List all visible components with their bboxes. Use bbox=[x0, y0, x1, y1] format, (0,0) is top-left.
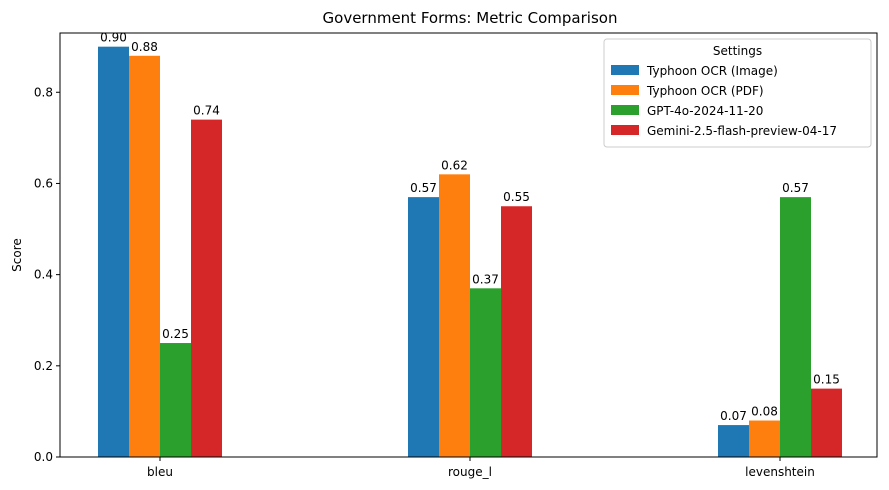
legend-swatch bbox=[611, 105, 639, 115]
plot-area: 0.0 0.2 0.4 0.6 0.8 0.90 0.57 0.07 0.88 0.62 0.08 0… bbox=[34, 31, 842, 479]
legend-item-label: GPT-4o-2024-11-20 bbox=[647, 104, 763, 118]
bar-value-label: 0.57 bbox=[410, 181, 437, 195]
y-tick-label: 0.0 bbox=[34, 450, 53, 464]
bar-value-label: 0.07 bbox=[720, 409, 747, 423]
chart-title: Government Forms: Metric Comparison bbox=[323, 9, 618, 27]
legend-swatch bbox=[611, 65, 639, 75]
bar-value-label: 0.55 bbox=[503, 190, 530, 204]
y-tick-label: 0.4 bbox=[34, 268, 53, 282]
bar-value-label: 0.37 bbox=[472, 272, 499, 286]
bar-value-label: 0.15 bbox=[813, 373, 840, 387]
bar bbox=[749, 420, 780, 457]
plot-frame bbox=[59, 32, 878, 458]
bar bbox=[718, 425, 749, 457]
x-tick-label: bleu bbox=[147, 465, 173, 479]
legend-item-label: Gemini-2.5-flash-preview-04-17 bbox=[647, 124, 837, 138]
bar bbox=[408, 197, 439, 457]
bar bbox=[160, 343, 191, 457]
bar-value-label: 0.08 bbox=[751, 405, 778, 419]
x-tick-label: levenshtein bbox=[745, 465, 815, 479]
legend-title: Settings bbox=[713, 44, 762, 58]
bar bbox=[811, 388, 842, 457]
bar-value-label: 0.62 bbox=[441, 158, 468, 172]
bar bbox=[191, 119, 222, 457]
bar bbox=[439, 174, 470, 458]
bar bbox=[780, 197, 811, 457]
bar-value-label: 0.57 bbox=[782, 181, 809, 195]
bar bbox=[501, 206, 532, 457]
legend-swatch bbox=[611, 125, 639, 135]
y-axis-label: Score bbox=[10, 238, 24, 272]
legend-item-label: Typhoon OCR (PDF) bbox=[646, 84, 764, 98]
bar-value-label: 0.88 bbox=[131, 40, 158, 54]
y-tick-label: 0.2 bbox=[34, 359, 53, 373]
legend-frame bbox=[603, 38, 872, 148]
bar-value-label: 0.74 bbox=[193, 104, 220, 118]
bar-value-label: 0.25 bbox=[162, 327, 189, 341]
legend-item-label: Typhoon OCR (Image) bbox=[646, 64, 778, 78]
bar-value-label: 0.90 bbox=[100, 31, 127, 45]
y-tick-label: 0.8 bbox=[34, 85, 53, 99]
y-tick-label: 0.6 bbox=[34, 176, 53, 190]
bar bbox=[98, 46, 129, 457]
x-tick-label: rouge_l bbox=[448, 465, 492, 479]
bar bbox=[129, 55, 160, 457]
bar bbox=[470, 288, 501, 457]
legend: Settings Typhoon OCR (Image) Typhoon OCR (… bbox=[603, 38, 872, 148]
legend-swatch bbox=[611, 85, 639, 95]
